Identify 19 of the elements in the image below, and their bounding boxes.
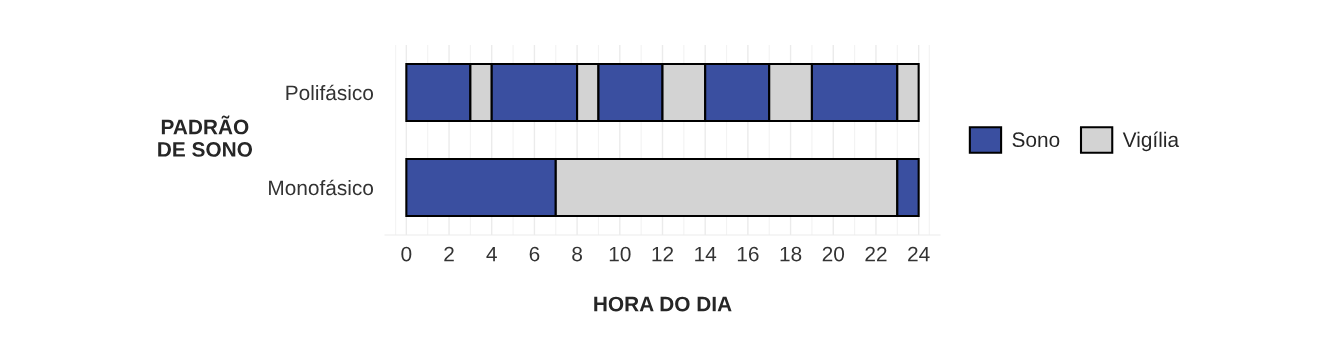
- y-tick-label: Polifásico: [286, 84, 374, 101]
- x-tick-label: 6: [529, 246, 540, 262]
- x-tick-label: 20: [822, 246, 845, 262]
- x-tick-label: 18: [780, 246, 802, 262]
- y-tick-label: Monofásico: [269, 179, 374, 196]
- x-tick-label: 0: [401, 246, 412, 262]
- x-tick-label: 14: [695, 246, 717, 262]
- x-tick-label: 24: [908, 246, 930, 262]
- x-tick-label: 10: [609, 246, 631, 262]
- x-axis-title: HORA DO DIA: [594, 296, 732, 312]
- x-tick-label: 4: [486, 246, 497, 262]
- x-tick-label: 8: [572, 246, 582, 262]
- x-tick-label: 16: [737, 246, 759, 262]
- x-tick-label: 2: [444, 246, 454, 262]
- y-axis-title: PADRÃO DE SONO: [158, 115, 253, 157]
- x-tick-label: 12: [652, 246, 674, 262]
- x-tick-label: 22: [865, 246, 887, 262]
- legend-label: Sono: [1012, 132, 1060, 148]
- legend-label: Vigília: [1122, 131, 1180, 152]
